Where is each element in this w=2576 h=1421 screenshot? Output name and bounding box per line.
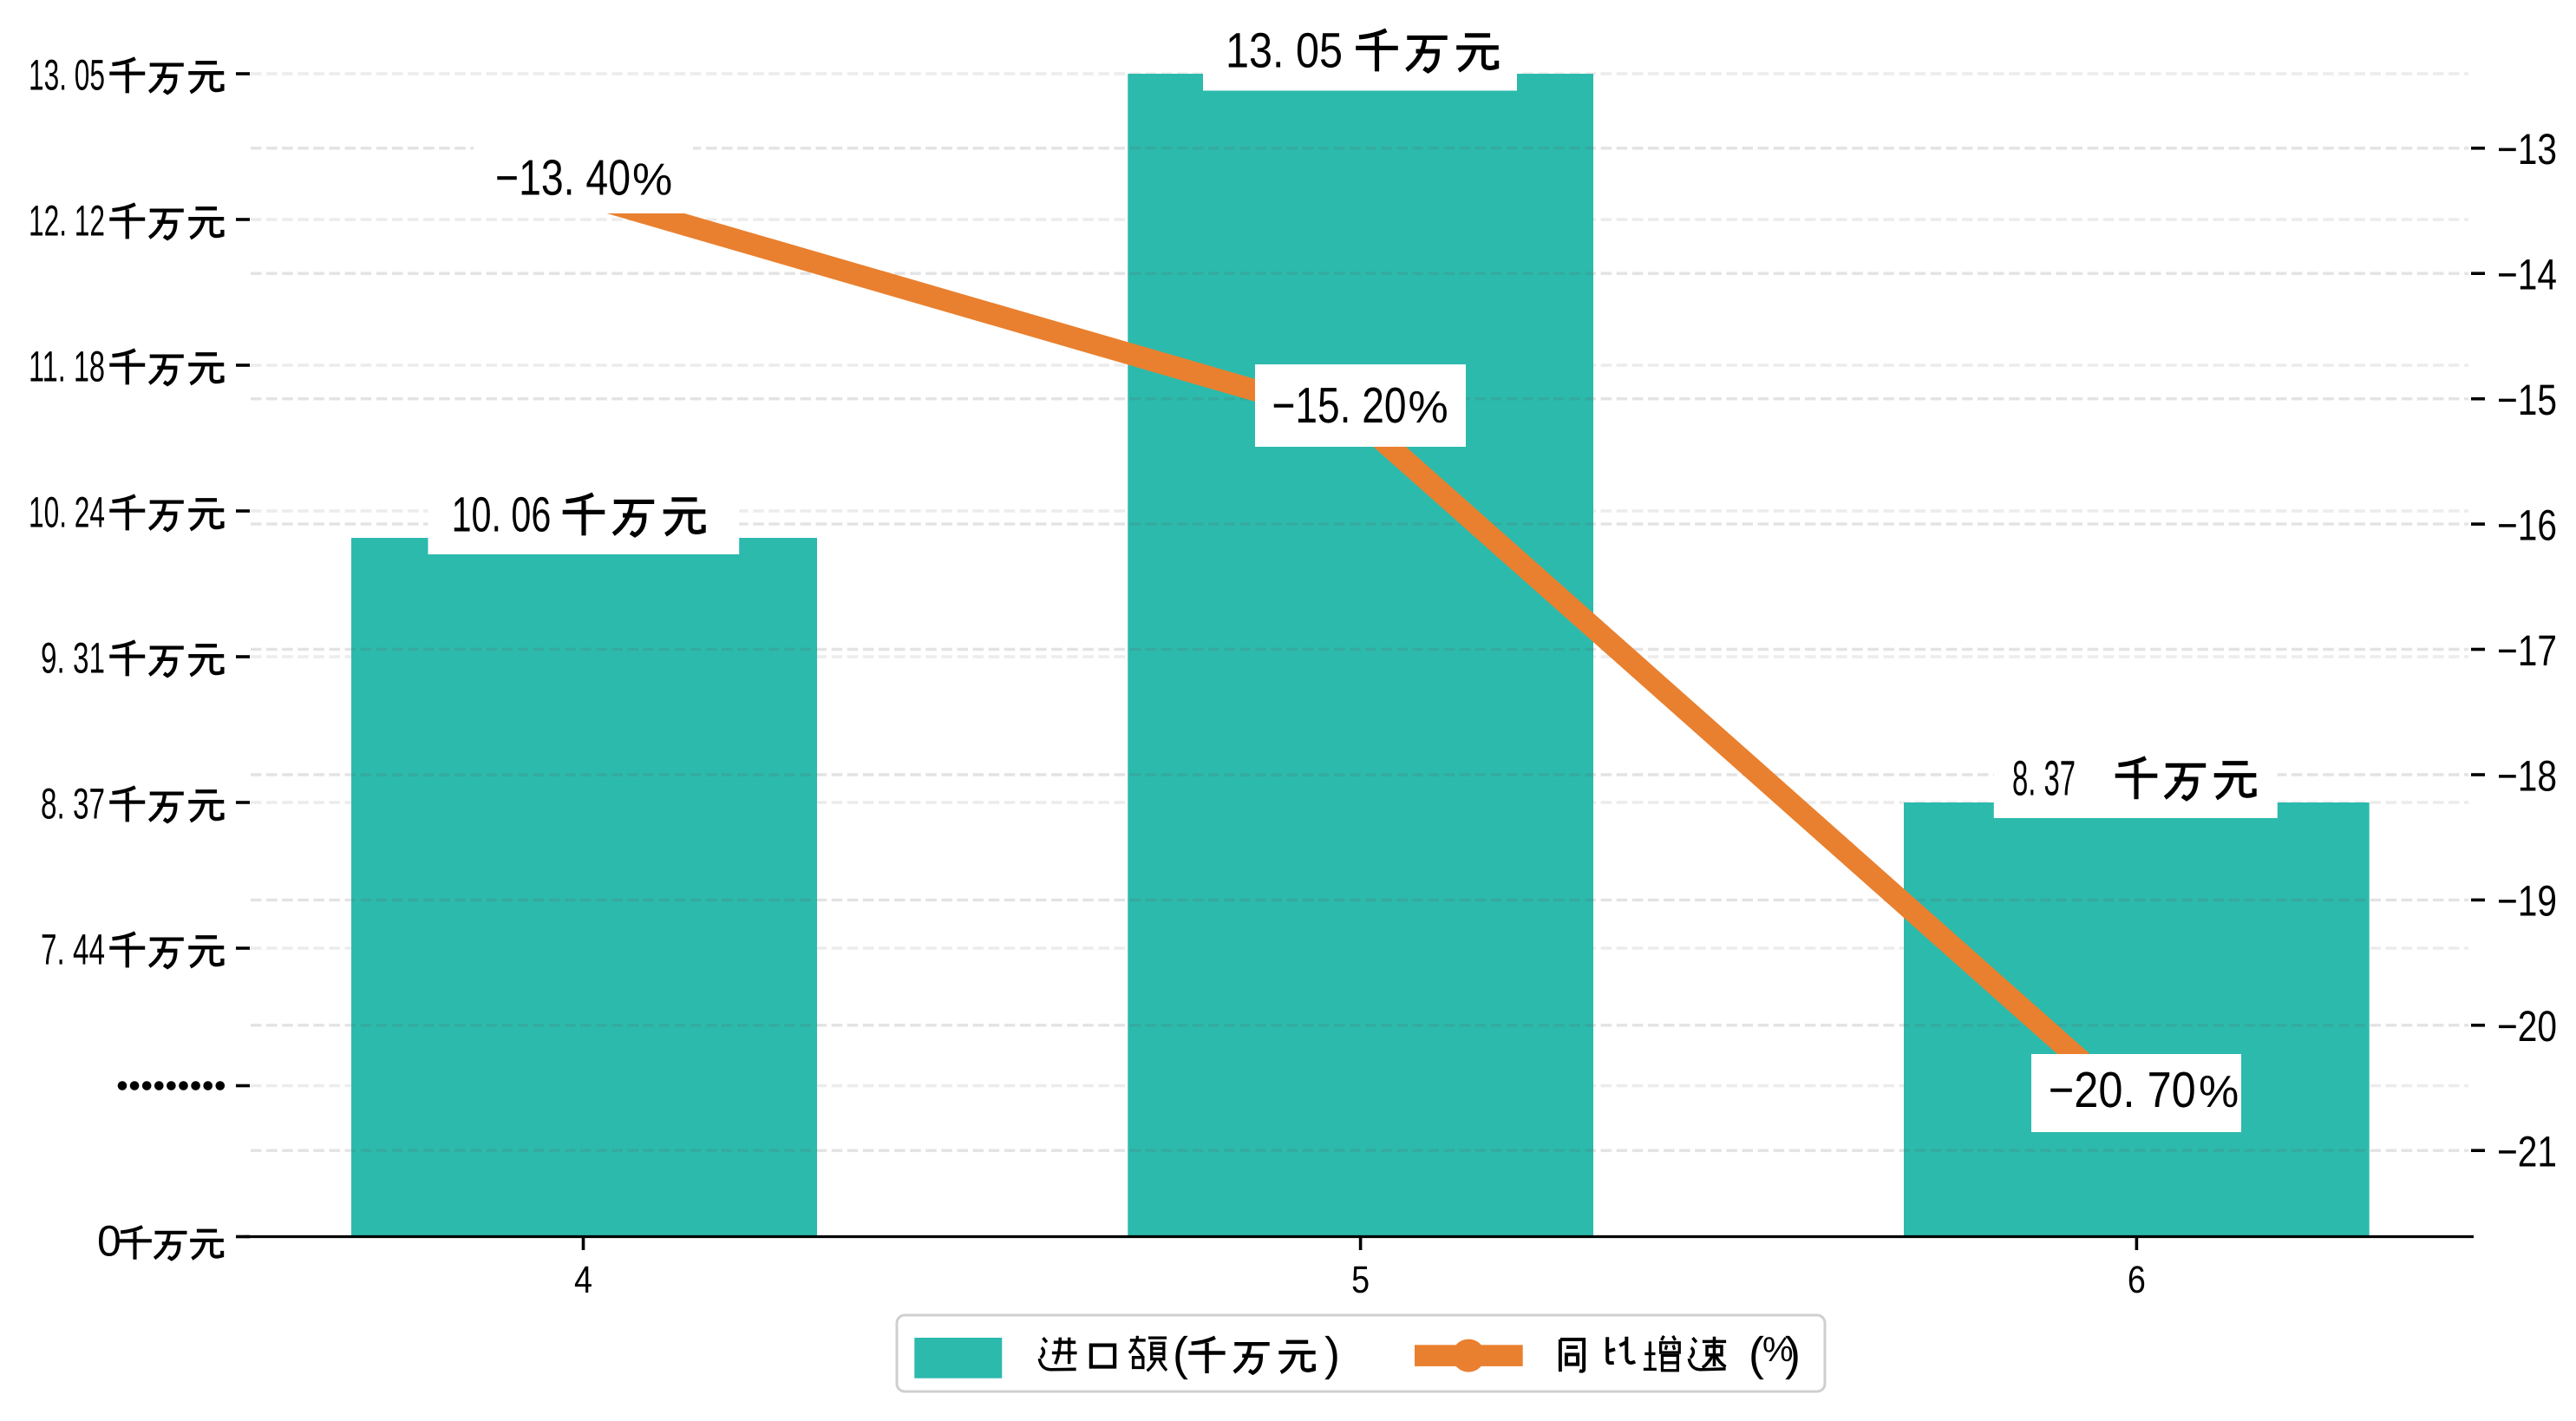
svg-text:5: 5 bbox=[1351, 1259, 1370, 1301]
svg-text:10. 24: 10. 24 bbox=[29, 488, 105, 536]
svg-text:): ) bbox=[1785, 1328, 1801, 1380]
svg-text:8. 37: 8. 37 bbox=[2012, 750, 2076, 806]
svg-text:(: ( bbox=[1749, 1328, 1764, 1380]
svg-text:13. 05: 13. 05 bbox=[1226, 23, 1343, 79]
svg-text:%: % bbox=[1762, 1331, 1794, 1369]
svg-text:−19: −19 bbox=[2497, 877, 2557, 926]
svg-text:−15: −15 bbox=[2497, 376, 2557, 424]
svg-text:−13. 40: −13. 40 bbox=[495, 150, 631, 206]
svg-text:%: % bbox=[1409, 383, 1448, 433]
svg-text:%: % bbox=[632, 155, 672, 206]
svg-text:−20. 70: −20. 70 bbox=[2049, 1062, 2196, 1118]
svg-text:%: % bbox=[2199, 1067, 2239, 1117]
svg-text:−16: −16 bbox=[2497, 501, 2557, 549]
svg-text:−18: −18 bbox=[2497, 751, 2557, 800]
svg-text:13. 05: 13. 05 bbox=[29, 50, 105, 99]
svg-text:4: 4 bbox=[574, 1259, 592, 1301]
svg-text:12. 12: 12. 12 bbox=[29, 196, 105, 245]
svg-text:−21: −21 bbox=[2497, 1128, 2557, 1176]
svg-text:11. 18: 11. 18 bbox=[29, 342, 105, 390]
svg-text:9. 31: 9. 31 bbox=[41, 633, 105, 682]
svg-text:6: 6 bbox=[2128, 1259, 2146, 1301]
svg-text:−20: −20 bbox=[2497, 1002, 2557, 1051]
svg-text:−17: −17 bbox=[2497, 626, 2557, 675]
svg-text:10. 06: 10. 06 bbox=[452, 488, 552, 543]
svg-text:−15. 20: −15. 20 bbox=[1272, 377, 1407, 434]
svg-text:−13: −13 bbox=[2497, 125, 2557, 174]
svg-text:): ) bbox=[1324, 1328, 1340, 1380]
svg-text:7. 44: 7. 44 bbox=[41, 925, 105, 973]
svg-text:−14: −14 bbox=[2497, 251, 2557, 299]
svg-text:8. 37: 8. 37 bbox=[41, 779, 105, 828]
svg-text:(: ( bbox=[1173, 1328, 1188, 1380]
svg-text:0: 0 bbox=[97, 1216, 121, 1265]
